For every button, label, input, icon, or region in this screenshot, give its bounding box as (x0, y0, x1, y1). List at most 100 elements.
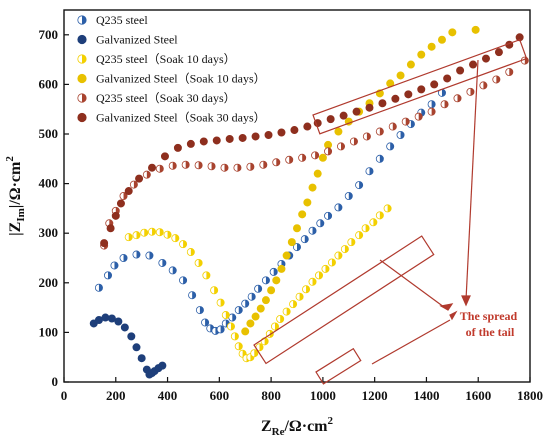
x-tick-label: 800 (261, 388, 281, 403)
legend-label: Q235 steel (96, 13, 148, 27)
data-point (186, 139, 195, 148)
y-tick-label: 500 (39, 126, 59, 141)
data-point (94, 283, 103, 292)
data-point (226, 322, 235, 331)
x-axis: 0 200 400 600 800 1000 1200 1400 1600 1800 (61, 377, 543, 403)
data-point (427, 42, 436, 51)
data-point (285, 155, 294, 164)
data-point (210, 286, 219, 295)
data-point (163, 230, 172, 239)
x-axis-title-sup: 2 (328, 415, 334, 427)
x-tick-label: 400 (158, 388, 178, 403)
data-point (132, 343, 141, 352)
data-point (238, 133, 247, 142)
data-point (308, 277, 317, 286)
data-point (202, 271, 211, 280)
data-point (334, 203, 343, 212)
y-axis-title-main: |Z (7, 222, 24, 236)
data-point (427, 107, 436, 116)
x-axis-title-main: Z (261, 418, 272, 435)
data-point (316, 219, 325, 228)
data-point (264, 130, 273, 139)
annotation-layer (253, 38, 528, 385)
data-point (375, 127, 384, 136)
data-point (321, 264, 330, 273)
legend-marker (77, 112, 87, 123)
data-point (228, 313, 237, 322)
data-point (220, 163, 229, 172)
y-tick-label: 100 (39, 324, 59, 339)
data-point (492, 75, 501, 84)
legend-label: Galvanized Steel（Soak 30 days） (96, 111, 266, 125)
data-point (276, 315, 285, 324)
data-point (142, 170, 151, 179)
data-point (188, 291, 197, 300)
data-point (260, 337, 269, 346)
data-point (101, 313, 110, 322)
data-point (259, 160, 268, 169)
legend: Q235 steel Galvanized Steel Q235 steel（Soa… (77, 13, 266, 125)
data-point (234, 306, 243, 315)
data-point (116, 199, 125, 208)
data-point (282, 251, 291, 260)
highlight-box-soak10-tail (253, 235, 435, 365)
data-point (308, 183, 317, 192)
annotation-line-1: The spread (460, 309, 518, 323)
data-point (256, 304, 265, 313)
data-point (292, 224, 301, 233)
data-point (298, 153, 307, 162)
data-point (406, 60, 415, 69)
data-point (303, 122, 312, 131)
data-point (375, 154, 384, 163)
data-point (212, 136, 221, 145)
data-point (148, 227, 157, 236)
data-point (282, 307, 291, 316)
data-point (324, 211, 333, 220)
data-point (313, 169, 322, 178)
x-tick-label: 1000 (310, 388, 336, 403)
data-point (114, 317, 123, 326)
data-point (349, 137, 358, 146)
data-point (355, 181, 364, 190)
data-point (327, 258, 336, 267)
data-point (318, 153, 327, 162)
data-point (272, 158, 281, 167)
data-point (494, 48, 503, 57)
legend-label: Q235 steel（Soak 30 days） (96, 91, 236, 105)
annotation-arrow-3 (465, 59, 479, 301)
legend-marker (77, 34, 87, 45)
data-point (404, 90, 413, 99)
data-point (221, 311, 230, 320)
data-point (195, 306, 204, 315)
data-point (241, 299, 250, 308)
annotation-arrow-1 (371, 319, 451, 365)
data-point (132, 231, 141, 240)
y-tick-label: 0 (52, 374, 59, 389)
y-axis-title-sub: Im (15, 208, 27, 221)
data-point (391, 94, 400, 103)
data-point (326, 115, 335, 124)
data-point (453, 94, 462, 103)
data-point (120, 323, 129, 332)
data-point (132, 250, 141, 259)
y-tick-label: 600 (39, 76, 59, 91)
y-axis-title-unit: |/Ω·cm (7, 161, 24, 208)
data-series (89, 25, 529, 379)
data-point (160, 152, 169, 161)
x-tick-label: 1400 (413, 388, 439, 403)
x-axis-title: ZRe/Ω·cm2 (261, 415, 334, 438)
series-1 (89, 313, 167, 379)
data-point (347, 238, 356, 247)
data-point (254, 284, 263, 293)
data-point (148, 163, 157, 172)
data-point (440, 100, 449, 109)
legend-marker (77, 73, 87, 84)
data-point (375, 211, 384, 220)
data-point (261, 276, 270, 285)
data-point (300, 235, 309, 244)
data-point (155, 228, 164, 237)
y-tick-label: 700 (39, 27, 59, 42)
data-point (295, 292, 304, 301)
x-axis-title-sub: Re (272, 426, 285, 438)
